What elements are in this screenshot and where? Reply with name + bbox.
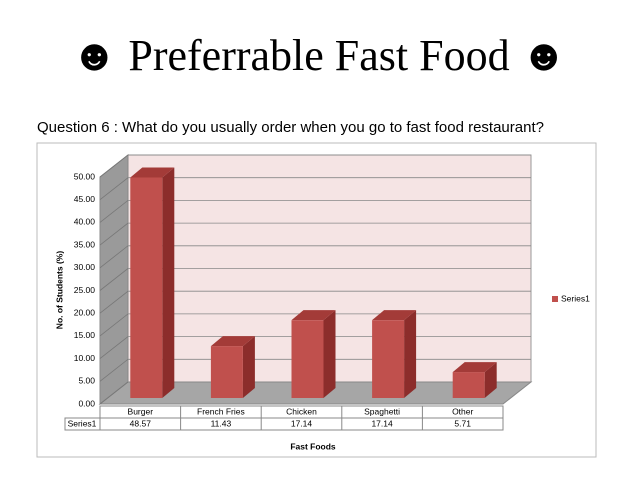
x-tick-label: Chicken: [286, 406, 317, 416]
bar-top: [291, 310, 336, 321]
grid-line-side: [99, 200, 129, 223]
bar-top: [452, 362, 497, 373]
legend-swatch: [552, 296, 558, 302]
table-value: 5.71: [454, 418, 471, 428]
y-tick-label: 10.00: [74, 353, 96, 363]
grid-line-side: [99, 268, 129, 291]
grid-line-side: [99, 177, 129, 201]
bar-side: [404, 310, 417, 398]
grid-line-side: [99, 245, 129, 269]
grid-line-side: [99, 313, 129, 337]
y-tick-label: 30.00: [74, 262, 96, 272]
table-value: 11.43: [211, 418, 232, 428]
bar-top: [210, 336, 255, 347]
grid-line-side: [99, 336, 129, 359]
y-tick-label: 25.00: [74, 285, 96, 295]
bar-top: [130, 167, 175, 178]
x-tick-label: Spaghetti: [364, 406, 400, 416]
subtitle: Question 6 : What do you usually order w…: [37, 119, 544, 136]
table-frame: [64, 417, 504, 431]
bar-side: [484, 362, 497, 398]
y-axis-label: No. of Students (%): [54, 251, 64, 330]
y-tick-label: 0.00: [78, 398, 95, 408]
x-tick-label: French Fries: [197, 406, 245, 416]
grid-line-side: [99, 381, 129, 405]
bar: [130, 177, 163, 398]
bar-side: [242, 336, 255, 398]
grid-line-side: [99, 154, 129, 178]
grid-line-side: [99, 358, 129, 382]
table-value: 48.57: [130, 418, 152, 428]
x-tick-label: Other: [452, 406, 473, 416]
bar-side: [162, 167, 175, 398]
grid-line-side: [99, 290, 129, 314]
bar-side: [323, 310, 336, 398]
y-tick-label: 45.00: [74, 194, 96, 204]
x-tick-label: Burger: [128, 406, 154, 416]
bar: [210, 346, 243, 398]
y-tick-label: 50.00: [74, 171, 96, 181]
x-axis-label: Fast Foods: [290, 441, 336, 451]
y-tick-label: 20.00: [74, 307, 96, 317]
table-value: 17.14: [371, 418, 393, 428]
y-tick-label: 40.00: [74, 217, 96, 227]
legend-label: Series1: [561, 293, 590, 303]
slide-title: ☻ Preferrable Fast Food ☻: [71, 31, 567, 80]
y-tick-label: 15.00: [74, 330, 96, 340]
bar: [291, 320, 324, 398]
grid-line-side: [99, 222, 129, 246]
y-tick-label: 5.00: [78, 376, 95, 386]
bar-top: [372, 310, 417, 321]
bar: [452, 372, 485, 398]
bar: [372, 320, 405, 398]
y-tick-label: 35.00: [74, 239, 96, 249]
table-value: 17.14: [291, 418, 313, 428]
table-row-header: Series1: [68, 418, 97, 428]
